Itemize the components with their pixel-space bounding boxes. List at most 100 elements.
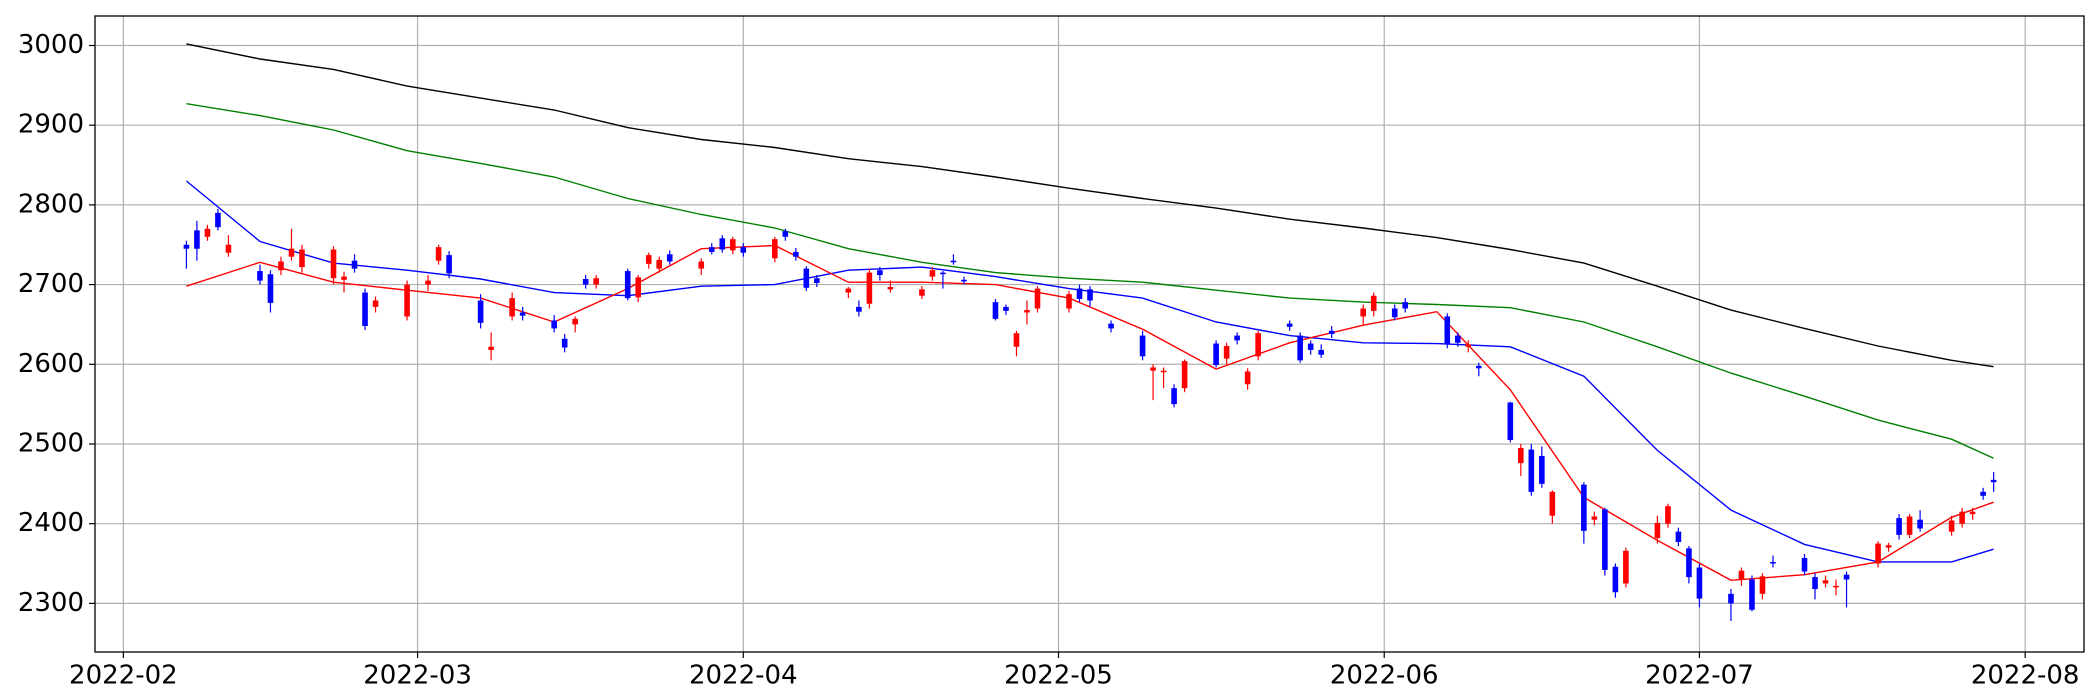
candle-body [950,260,957,263]
candle-body [719,238,726,250]
candle-body [1591,516,1598,520]
candle-body [1885,545,1892,548]
candle-body [225,244,232,253]
candle-body [782,231,789,237]
candle-body [1234,335,1240,341]
candle-body [1728,593,1734,604]
candle-body [1465,344,1472,347]
candle-body [1738,570,1745,580]
candle-body [1475,365,1482,369]
candle-body [446,255,452,274]
y-tick-label: 2600 [18,349,84,379]
candle-body [1402,302,1409,309]
candle-body [257,271,263,281]
candle-body [1749,579,1755,610]
candle-body [1013,333,1020,347]
y-tick-label: 2400 [18,508,84,538]
candle-body [708,247,715,252]
candle-body [1822,580,1829,584]
candle-body [1244,371,1251,385]
x-tick-label: 2022-04 [689,661,798,691]
candle-body [793,251,799,257]
candle-body [1328,330,1335,334]
candle-body [330,249,337,279]
candle-body [740,247,747,253]
candle-body [1833,585,1839,588]
candle-body [645,255,652,264]
candle-body [1917,519,1923,529]
moving-average-line [186,244,1994,582]
candle-body [299,249,305,268]
candle-body [351,260,358,269]
candle-body [1843,574,1850,580]
candle-body [278,261,284,271]
candle-body [1255,333,1261,357]
candle-body [519,312,526,316]
candle-body [856,306,862,312]
candle-body [1307,343,1314,350]
x-tick-label: 2022-07 [1645,661,1754,691]
x-tick-label: 2022-06 [1330,661,1439,691]
candle-body [362,292,368,327]
candle-body [940,272,946,275]
candle-body [919,289,925,296]
candle-body [1686,548,1692,578]
candle-body [961,279,967,282]
candle-body [877,270,883,276]
candle-body [1549,491,1556,516]
x-tick-label: 2022-03 [363,661,472,691]
candle-body [1444,316,1451,344]
candle-body [1980,491,1986,496]
candle-body [1066,294,1072,309]
candle-body [1360,308,1367,317]
candle-body [204,228,211,237]
candle-body [814,278,820,283]
candle-body [288,248,295,257]
candle-body [194,230,200,249]
candle-body [1969,511,1976,515]
candle-body [635,277,642,298]
candle-body [183,244,190,249]
candle-body [509,298,515,317]
candle-body [435,247,442,261]
x-tick-label: 2022-08 [1971,661,2080,691]
candle-body [572,318,578,325]
y-tick-label: 2500 [18,428,84,458]
candle-body [1654,522,1661,539]
candle-body [1948,520,1955,532]
candle-body [866,272,873,304]
candle-body [1318,349,1324,355]
candle-body [1139,335,1146,357]
candle-body [1623,550,1629,584]
candle-body [992,302,999,319]
candle-body [1812,577,1818,590]
y-tick-label: 3000 [18,30,84,60]
candle-body [1003,306,1009,311]
candle-body [624,271,631,299]
y-tick-label: 2300 [18,588,84,618]
x-tick-label: 2022-02 [69,661,178,691]
candle-layer [183,208,1997,621]
candle-body [887,286,894,290]
candle-body [929,270,936,277]
candle-body [1801,557,1808,572]
moving-average-line [186,103,1994,459]
candle-body [1160,370,1167,373]
candle-body [1076,288,1083,299]
candle-body [1108,323,1114,329]
candle-body [341,276,347,280]
candle-body [772,239,778,259]
label-layer: 2300 2400 2500 2600 2700 2800 2900 3000 2022-02 2… [18,30,2080,691]
candle-body [1297,335,1303,361]
candle-body [698,261,705,269]
candle-body [1391,308,1398,318]
candle-body [1696,567,1703,599]
candle-body [1896,518,1902,535]
candle-body [729,239,736,251]
candle-body [561,338,568,348]
candle-body [1034,288,1041,309]
candle-body [551,320,557,329]
candle-body [267,274,274,303]
candle-body [1518,447,1524,464]
